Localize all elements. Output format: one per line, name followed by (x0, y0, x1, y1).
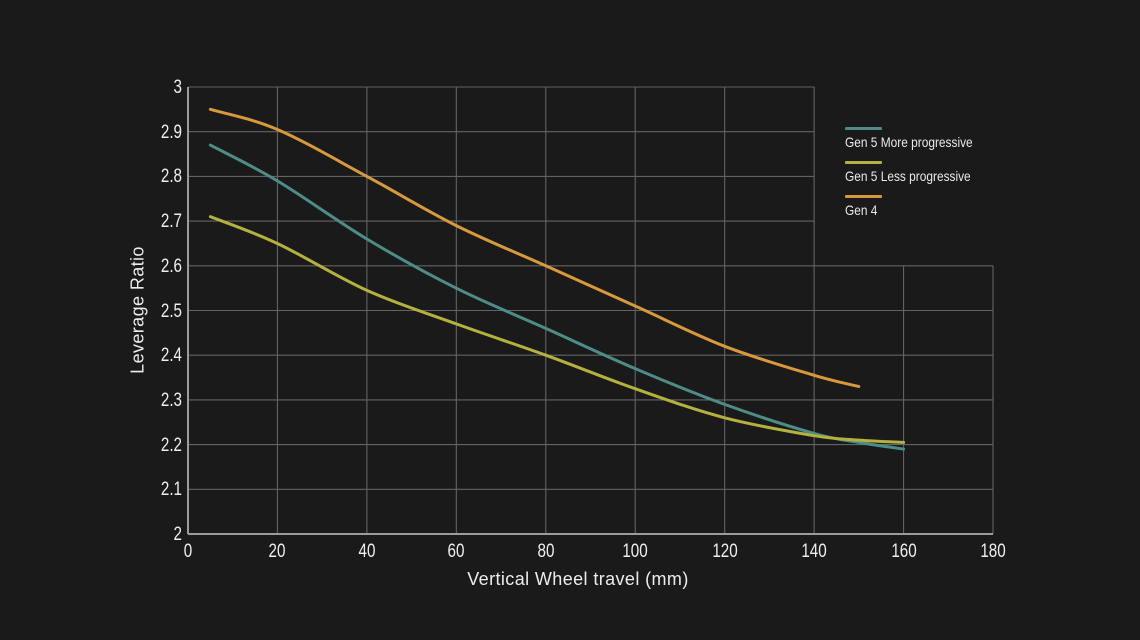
y-tick-label-2.1: 2.1 (160, 479, 182, 501)
x-tick-label-120: 120 (711, 541, 738, 562)
line-gen-5-less-progressive (208, 215, 906, 444)
legend-label: Gen 5 Less progressive (845, 168, 971, 184)
x-tick-label-60: 60 (447, 541, 465, 562)
y-tick-label-3: 3 (173, 77, 182, 98)
y-tick-label-2.8: 2.8 (160, 166, 182, 188)
y-tick-label-2.4: 2.4 (160, 345, 182, 367)
y-tick-label-2.6: 2.6 (160, 255, 182, 277)
legend-label: Gen 4 (845, 202, 878, 218)
legend-swatch-icon (845, 195, 882, 198)
gridlines (188, 86, 994, 534)
line-gen-4 (208, 107, 861, 388)
x-tick-label-160: 160 (890, 541, 917, 562)
legend-label: Gen 5 More progressive (845, 134, 973, 150)
y-axis-title: Leverage Ratio (127, 246, 148, 374)
x-tick-label-180: 180 (980, 541, 1006, 562)
y-tick-label-2.5: 2.5 (160, 300, 182, 322)
y-tick-label-2.2: 2.2 (160, 434, 182, 456)
x-tick-label-100: 100 (622, 541, 648, 562)
x-tick-label-20: 20 (268, 541, 286, 562)
y-tick-label-2: 2 (173, 524, 182, 545)
x-axis-title: Vertical Wheel travel (mm) (467, 569, 689, 589)
x-tick-label-80: 80 (537, 541, 555, 562)
y-tick-label-2.7: 2.7 (160, 211, 182, 233)
legend-item-gen-5-more-progressive: Gen 5 More progressive (845, 127, 995, 152)
legend-item-gen-4: Gen 4 (845, 195, 995, 220)
axis-spines (187, 87, 993, 535)
legend: Gen 5 More progressive Gen 5 Less progres… (845, 127, 995, 229)
legend-item-gen-5-less-progressive: Gen 5 Less progressive (845, 161, 995, 186)
x-tick-label-140: 140 (801, 541, 827, 562)
y-tick-label-2.9: 2.9 (160, 121, 182, 143)
legend-swatch-icon (845, 161, 882, 164)
y-tick-label-2.3: 2.3 (160, 389, 182, 411)
x-tick-label-0: 0 (183, 541, 193, 562)
series-lines (208, 107, 906, 451)
x-tick-label-40: 40 (358, 541, 376, 562)
line-gen-5-more-progressive (208, 143, 906, 451)
legend-swatch-icon (845, 127, 882, 130)
